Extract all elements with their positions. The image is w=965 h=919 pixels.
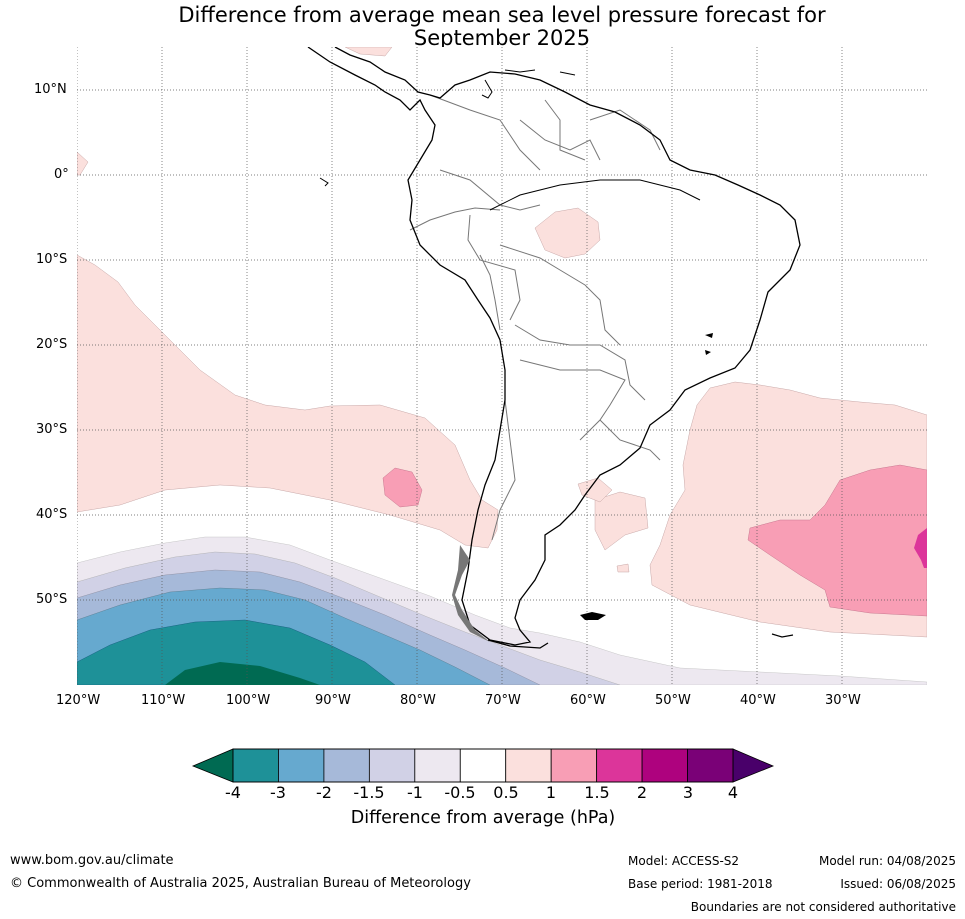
anomaly-region-brazil-0.5 bbox=[534, 207, 601, 259]
colorbar-tick: 2 bbox=[636, 783, 648, 802]
colorbar-tick: -1.5 bbox=[353, 783, 385, 802]
colorbar-tick: 1.5 bbox=[584, 783, 610, 802]
footer-url: www.bom.gov.au/climate bbox=[10, 853, 174, 868]
lat-label-30s: 30°S bbox=[36, 422, 68, 437]
galapagos bbox=[319, 177, 329, 187]
lat-label-20s: 20°S bbox=[36, 337, 68, 352]
colorbar-over-triangle bbox=[732, 748, 775, 783]
colorbar-box bbox=[368, 748, 416, 783]
graticule bbox=[77, 47, 927, 685]
colorbar-box bbox=[459, 748, 507, 783]
colorbar-box bbox=[505, 748, 552, 783]
colorbar-tick: 1 bbox=[545, 783, 557, 802]
lon-label-70w: 70°W bbox=[485, 693, 521, 708]
colorbar-tick: 3 bbox=[682, 783, 694, 802]
footer-copyright: © Commonwealth of Australia 2025, Austra… bbox=[10, 876, 471, 891]
colorbar-tick: 0.5 bbox=[493, 783, 519, 802]
coastline-south-america bbox=[307, 47, 801, 646]
lon-label-50w: 50°W bbox=[655, 693, 691, 708]
anomaly-region-southatlantic-0.5 bbox=[594, 491, 649, 551]
map-plot-area bbox=[77, 47, 927, 685]
lat-label-10s: 10°S bbox=[36, 252, 68, 267]
anomaly-region-pacific-1 bbox=[382, 467, 423, 508]
colorbar bbox=[191, 748, 775, 783]
colorbar-tick: -3 bbox=[270, 783, 286, 802]
title-line-2: September 2025 bbox=[413, 26, 591, 50]
colorbar-box bbox=[687, 748, 734, 783]
colorbar-box bbox=[641, 748, 688, 783]
anomaly-region-atlantic-1 bbox=[747, 464, 927, 617]
colorbar-box bbox=[414, 748, 461, 783]
map-title: Difference from average mean sea level p… bbox=[77, 4, 927, 50]
colorbar-box bbox=[232, 748, 279, 783]
lon-label-120w: 120°W bbox=[56, 693, 101, 708]
south-georgia bbox=[771, 633, 794, 638]
colorbar-box bbox=[550, 748, 598, 783]
tierra-del-fuego bbox=[487, 639, 549, 649]
footer-model-run: Model run: 04/08/2025 bbox=[818, 854, 956, 868]
colorbar-tick: 4 bbox=[727, 783, 739, 802]
anomaly-region-atlantic-1.5 bbox=[914, 528, 927, 568]
colorbar-tick: -1 bbox=[407, 783, 423, 802]
lat-label-40s: 40°S bbox=[36, 507, 68, 522]
amazon-river bbox=[489, 179, 701, 211]
colorbar-box bbox=[596, 748, 643, 783]
lat-label-0: 0° bbox=[54, 167, 69, 182]
lon-label-40w: 40°W bbox=[740, 693, 776, 708]
chilean-archipelago bbox=[452, 545, 490, 642]
anomaly-region-small-0.5 bbox=[616, 563, 630, 573]
colorbar-outline bbox=[232, 748, 734, 783]
colorbar-under-triangle bbox=[191, 748, 234, 783]
caribbean-islands bbox=[481, 69, 576, 99]
lat-label-10n: 10°N bbox=[34, 82, 67, 97]
lat-label-50s: 50°S bbox=[36, 592, 68, 607]
lon-label-100w: 100°W bbox=[226, 693, 271, 708]
anomaly-region-north-0.5 bbox=[344, 47, 393, 57]
lon-label-30w: 30°W bbox=[825, 693, 861, 708]
footer-model: Model: ACCESS-S2 bbox=[628, 854, 740, 868]
anomaly-region-neg-4 bbox=[165, 662, 320, 685]
anomaly-region-neg-3 bbox=[77, 619, 396, 685]
country-borders bbox=[409, 94, 661, 541]
footer-issued: Issued: 06/08/2025 bbox=[840, 877, 956, 891]
title-line-1: Difference from average mean sea level p… bbox=[178, 3, 826, 27]
falkland-islands bbox=[580, 612, 606, 620]
footer-disclaimer: Boundaries are not considered authoritat… bbox=[690, 900, 956, 914]
coastal-islands bbox=[705, 333, 713, 355]
colorbar-tick: -4 bbox=[225, 783, 241, 802]
lon-label-90w: 90°W bbox=[315, 693, 351, 708]
colorbar-box bbox=[278, 748, 325, 783]
colorbar-tick: -0.5 bbox=[444, 783, 476, 802]
colorbar-label: Difference from average (hPa) bbox=[350, 808, 616, 828]
colorbar-box bbox=[323, 748, 370, 783]
lon-label-80w: 80°W bbox=[400, 693, 436, 708]
anomaly-region-riodelaplata-0.5 bbox=[577, 477, 613, 503]
footer-base-period: Base period: 1981-2018 bbox=[628, 877, 773, 891]
colorbar-tick: -2 bbox=[316, 783, 332, 802]
lon-label-110w: 110°W bbox=[141, 693, 186, 708]
lon-label-60w: 60°W bbox=[570, 693, 606, 708]
